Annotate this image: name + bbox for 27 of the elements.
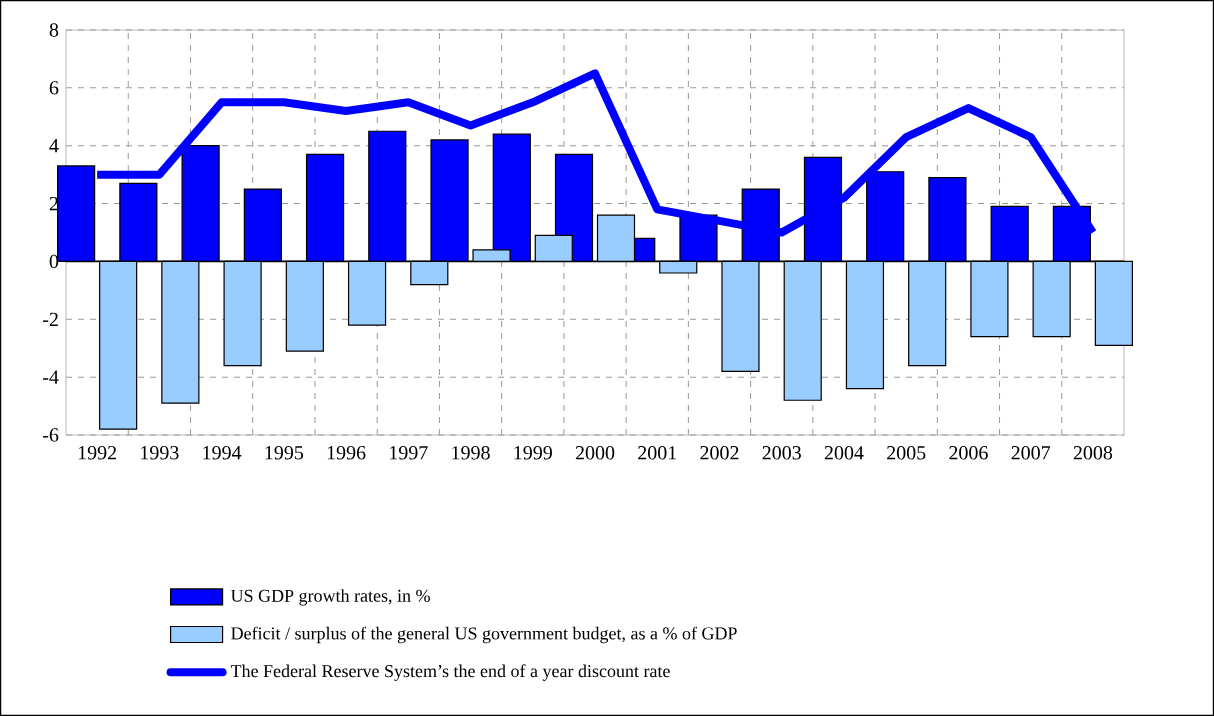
legend-label: US GDP growth rates, in % bbox=[230, 589, 430, 606]
x-tick-label: 2005 bbox=[887, 446, 926, 460]
x-tick-label: 1992 bbox=[78, 446, 117, 460]
legend-label: The Federal Reserve System’s the end of a year discount rate bbox=[230, 664, 670, 681]
x-tick-label: 2002 bbox=[700, 446, 739, 460]
x-tick-label: 1998 bbox=[452, 446, 490, 460]
y-tick-label: -6 bbox=[43, 428, 59, 442]
x-tick-label: 2008 bbox=[1073, 446, 1113, 460]
x-tick-label: 1995 bbox=[265, 446, 304, 460]
x-tick-label: 1997 bbox=[390, 446, 428, 460]
x-tick-label: 2000 bbox=[575, 446, 615, 460]
y-tick-label: -2 bbox=[43, 312, 58, 326]
x-tick-label: 1996 bbox=[327, 446, 366, 460]
x-tick-label: 2001 bbox=[638, 446, 677, 460]
x-tick-label: 2007 bbox=[1011, 446, 1051, 460]
x-tick-label: 1999 bbox=[514, 446, 552, 460]
x-tick-label: 2006 bbox=[949, 446, 988, 460]
y-tick-label: 8 bbox=[49, 23, 59, 37]
y-tick-label: 6 bbox=[49, 81, 59, 95]
x-tick-label: 2004 bbox=[824, 446, 864, 460]
x-tick-label: 2003 bbox=[762, 446, 801, 460]
x-tick-label: 1993 bbox=[141, 446, 179, 460]
x-tick-label: 1994 bbox=[203, 446, 242, 460]
legend-label: Deficit / surplus of the general US government budget, as a % of GDP bbox=[231, 626, 737, 644]
y-tick-label: 0 bbox=[49, 254, 59, 269]
y-tick-label: -4 bbox=[43, 370, 59, 384]
y-tick-label: 4 bbox=[49, 139, 59, 153]
